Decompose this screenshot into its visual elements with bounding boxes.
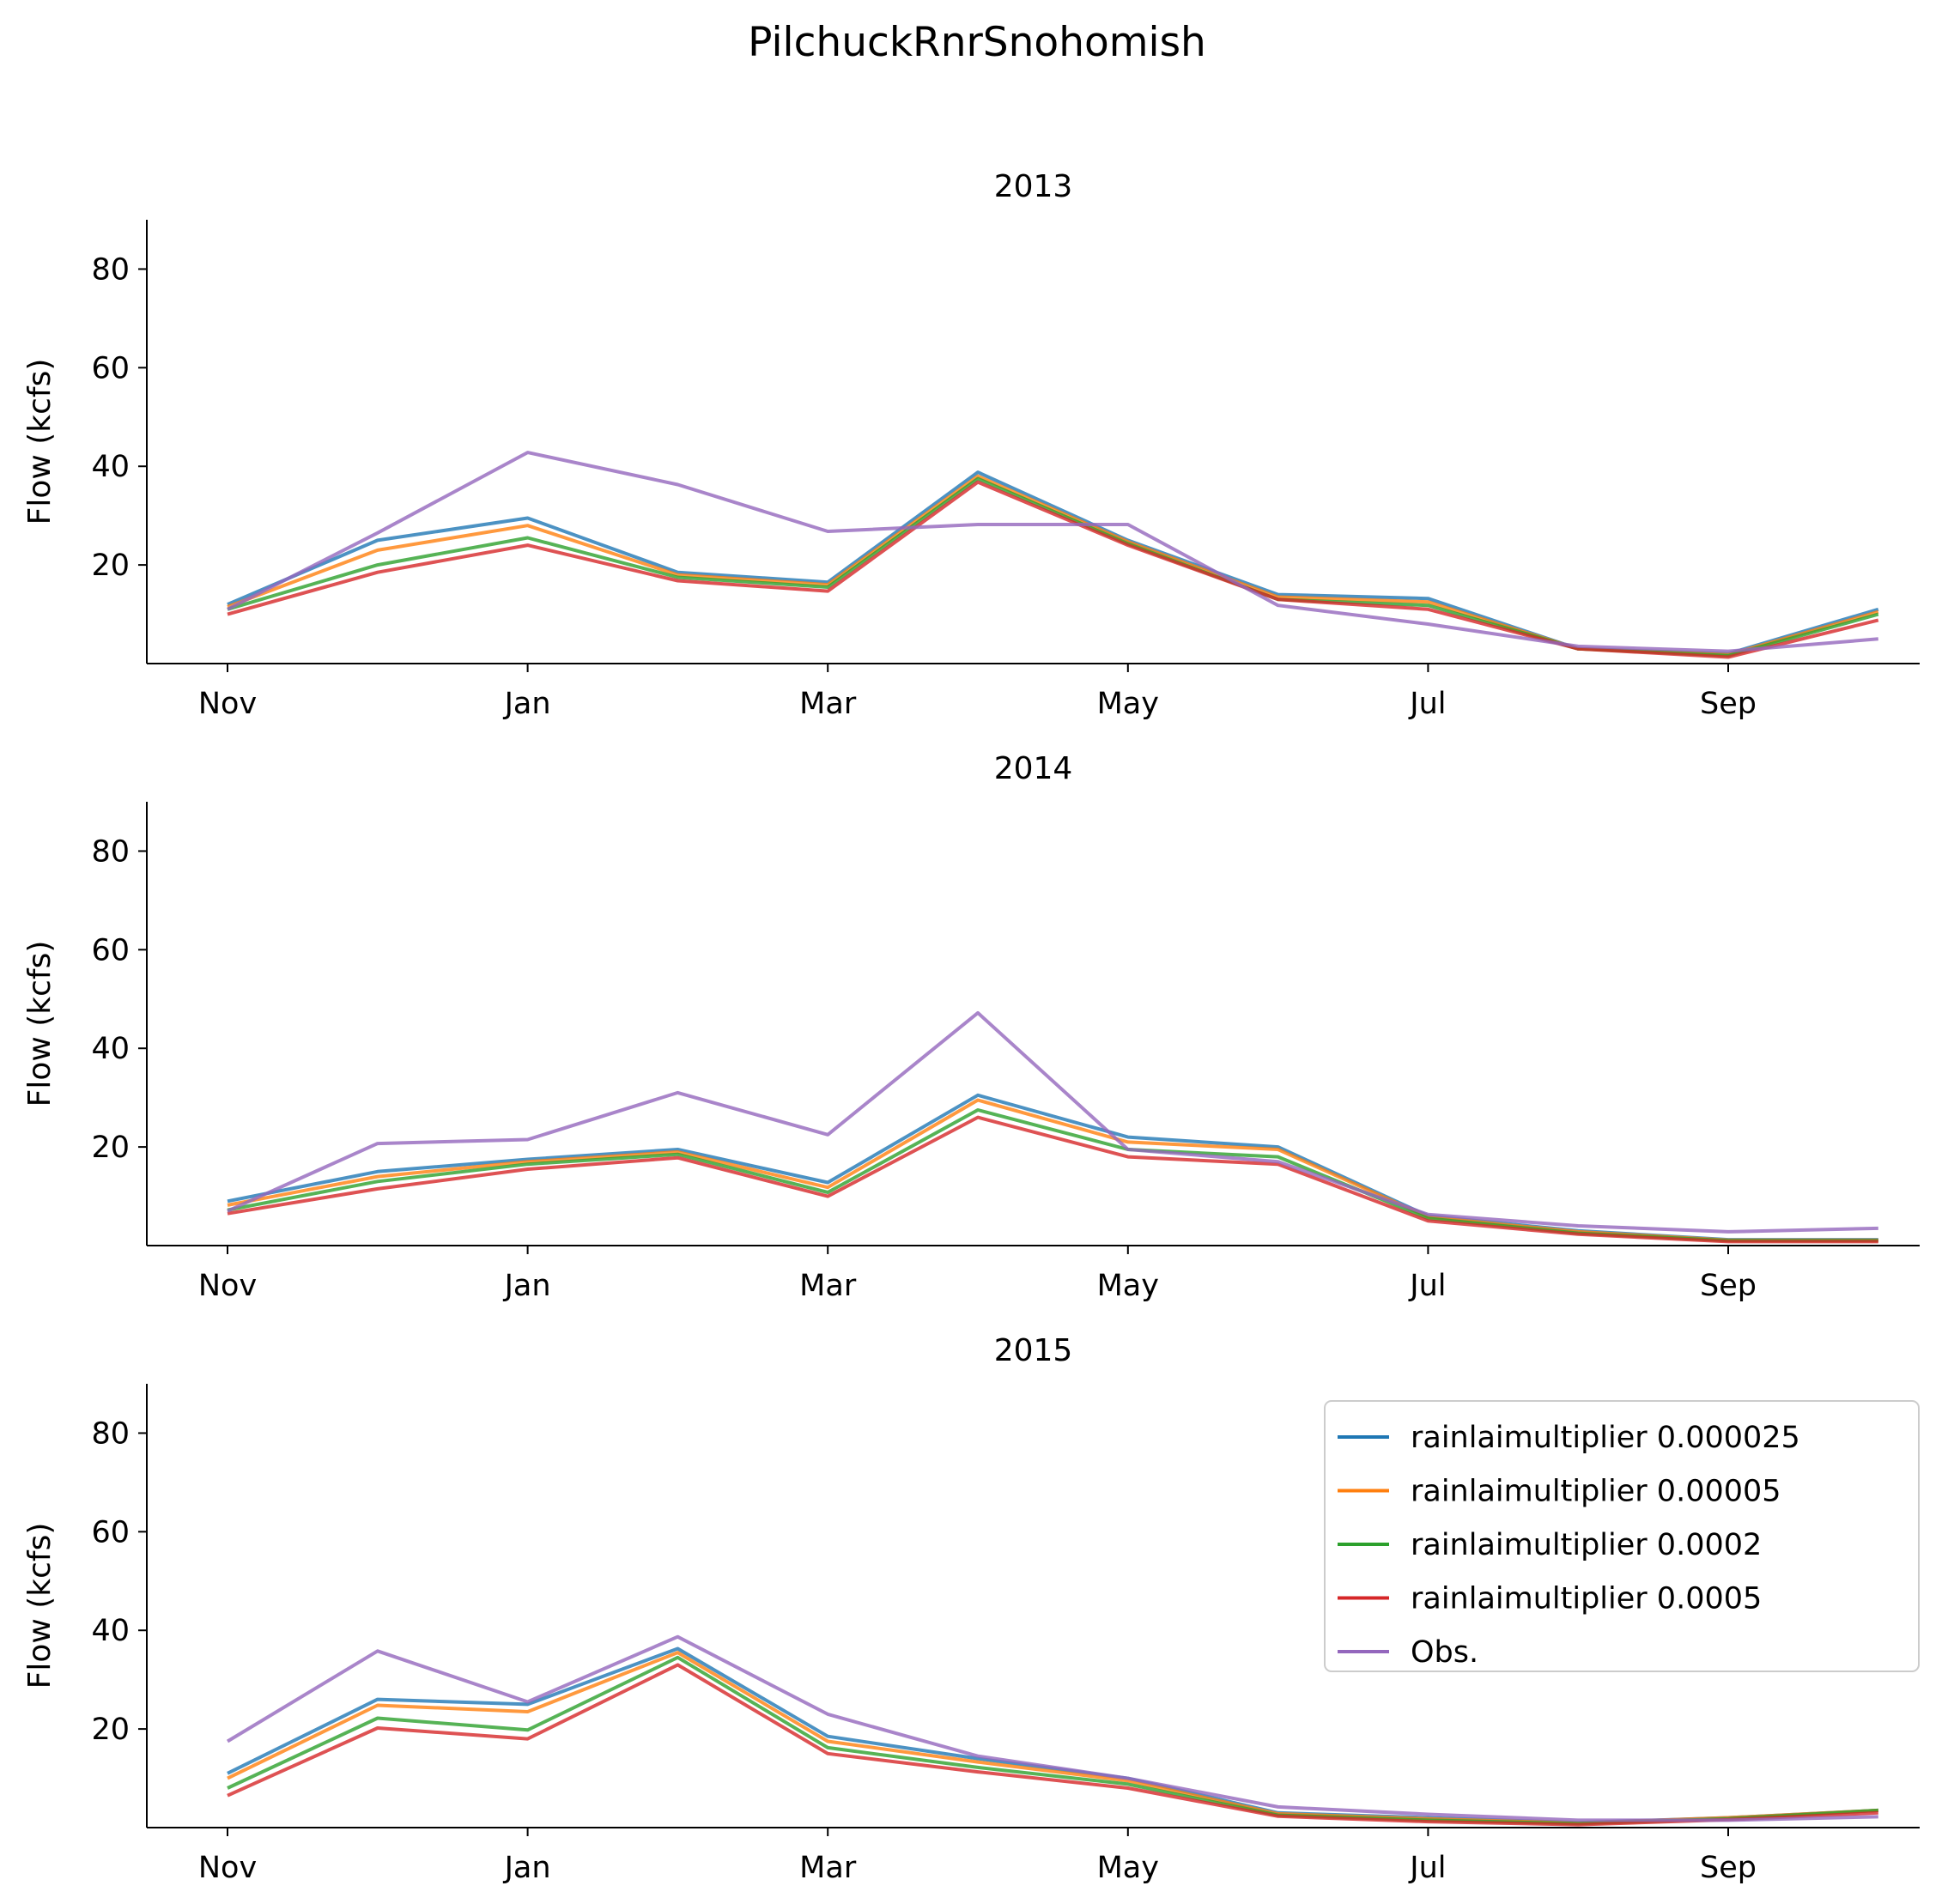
x-tick-label: Jul (1408, 687, 1446, 721)
x-tick-label: Jan (503, 1851, 551, 1885)
subplot-2014: 2014 Flow (kcfs) 20 40 60 80 Nov Jan Mar May Jul Se… (22, 751, 1920, 1303)
x-tick-label: May (1097, 1269, 1159, 1303)
x-tick-label: Jan (503, 1269, 551, 1303)
series-line-obs (227, 451, 1878, 653)
x-tick-label: Sep (1700, 1851, 1757, 1885)
x-tick-label: May (1097, 1851, 1159, 1885)
x-tick-label: Jul (1408, 1269, 1446, 1303)
y-tick-label: 40 (91, 1614, 130, 1648)
x-tick-label: Sep (1700, 1269, 1757, 1303)
legend-entry: rainlaimultiplier 0.00005 (1411, 1475, 1781, 1509)
y-tick-label: 40 (91, 1032, 130, 1066)
legend-entry: rainlaimultiplier 0.0002 (1411, 1528, 1762, 1562)
series-line-rainlaimultiplier-0-00005 (227, 474, 1879, 657)
legend-entry: rainlaimultiplier 0.0005 (1411, 1582, 1762, 1616)
subplot-2013: 2013 Flow (kcfs) 20 40 60 80 Nov Jan Mar May Jul Se… (22, 169, 1920, 721)
x-tick-label: Nov (198, 1851, 257, 1885)
subplot-title: 2014 (994, 751, 1073, 786)
series-line-rainlaimultiplier-0-0005 (227, 1115, 1878, 1244)
series-line-rainlaimultiplier-0-00005 (227, 1651, 1878, 1825)
y-tick-label: 20 (91, 549, 130, 583)
y-tick-label: 80 (91, 252, 130, 287)
y-tick-label: 60 (91, 933, 130, 967)
subplot-title: 2015 (994, 1333, 1073, 1368)
y-tick-label: 60 (91, 351, 130, 385)
y-axis-label: Flow (kcfs) (22, 941, 58, 1107)
x-tick-label: May (1097, 687, 1159, 721)
x-tick-label: Nov (198, 687, 257, 721)
y-tick-label: 20 (91, 1131, 130, 1165)
y-tick-label: 80 (91, 834, 130, 869)
series-line-obs (226, 1634, 1878, 1822)
x-tick-label: Mar (799, 1269, 857, 1303)
series-line-rainlaimultiplier-0-0005 (227, 1663, 1878, 1827)
x-tick-label: Jan (503, 687, 551, 721)
legend: rainlaimultiplier 0.000025 rainlaimultipl… (1324, 1400, 1920, 1672)
y-axis-label: Flow (kcfs) (22, 1523, 58, 1689)
legend-entry: Obs. (1411, 1635, 1478, 1670)
x-tick-label: Mar (799, 687, 857, 721)
series-line-rainlaimultiplier-0-0005 (227, 480, 1879, 659)
series-line-obs (227, 1010, 1878, 1234)
subplot-2015: 2015 Flow (kcfs) 20 40 60 80 Nov Jan Mar May Jul Se… (22, 1333, 1920, 1885)
y-tick-label: 80 (91, 1416, 130, 1451)
subplot-title: 2013 (994, 169, 1073, 204)
series-line-rainlaimultiplier-0-000025 (227, 470, 1879, 656)
x-tick-label: Mar (799, 1851, 857, 1885)
y-axis-label: Flow (kcfs) (22, 359, 58, 525)
legend-entry: rainlaimultiplier 0.000025 (1411, 1421, 1800, 1455)
y-tick-label: 20 (91, 1713, 130, 1747)
figure-title: PilchuckRnrSnohomish (748, 19, 1206, 66)
x-tick-label: Jul (1408, 1851, 1446, 1885)
y-tick-label: 40 (91, 450, 130, 484)
x-tick-label: Sep (1700, 687, 1757, 721)
y-tick-label: 60 (91, 1515, 130, 1549)
legend-box (1324, 1400, 1920, 1672)
x-tick-label: Nov (198, 1269, 257, 1303)
